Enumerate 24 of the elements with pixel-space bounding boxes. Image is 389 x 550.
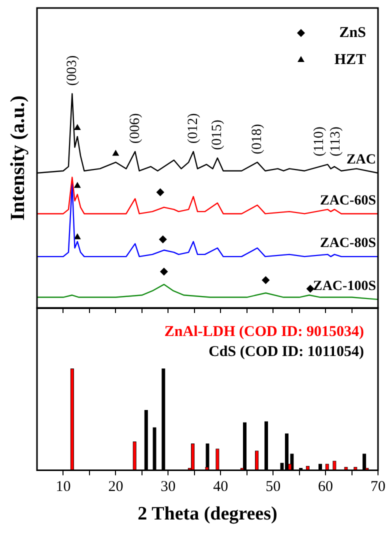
annotation: (018) bbox=[250, 124, 266, 154]
annotation: (113) bbox=[328, 126, 344, 156]
series-label: ZAC-60S bbox=[320, 193, 376, 208]
annotation: (110) bbox=[312, 126, 327, 156]
x-tick-label: 10 bbox=[56, 479, 71, 496]
y-axis-title: Intensity (a.u.) bbox=[7, 95, 30, 221]
annotation: (006) bbox=[128, 112, 143, 144]
x-tick-label: 30 bbox=[160, 479, 176, 496]
x-axis-title: 2 Theta (degrees) bbox=[138, 504, 278, 525]
x-tick-label: 60 bbox=[318, 479, 334, 496]
legend-label: HZT bbox=[334, 52, 366, 68]
x-tick-label: 50 bbox=[266, 479, 281, 496]
legend-label: ZnS bbox=[339, 24, 366, 41]
x-tick-label: 20 bbox=[108, 479, 124, 496]
series-label: ZAC-80S bbox=[320, 236, 376, 252]
annotation: (015) bbox=[210, 119, 226, 150]
series-label: ZAC-100S bbox=[312, 279, 376, 294]
text: CdS (COD ID: 1011054) bbox=[208, 344, 364, 360]
x-tick-label: 40 bbox=[213, 479, 228, 496]
text: ZnAl-LDH (COD ID: 9015034) bbox=[164, 324, 364, 340]
series-label: ZAC bbox=[346, 152, 376, 168]
annotation: (003) bbox=[64, 55, 80, 86]
x-tick-label: 70 bbox=[370, 479, 386, 496]
annotation: (012) bbox=[186, 112, 202, 144]
